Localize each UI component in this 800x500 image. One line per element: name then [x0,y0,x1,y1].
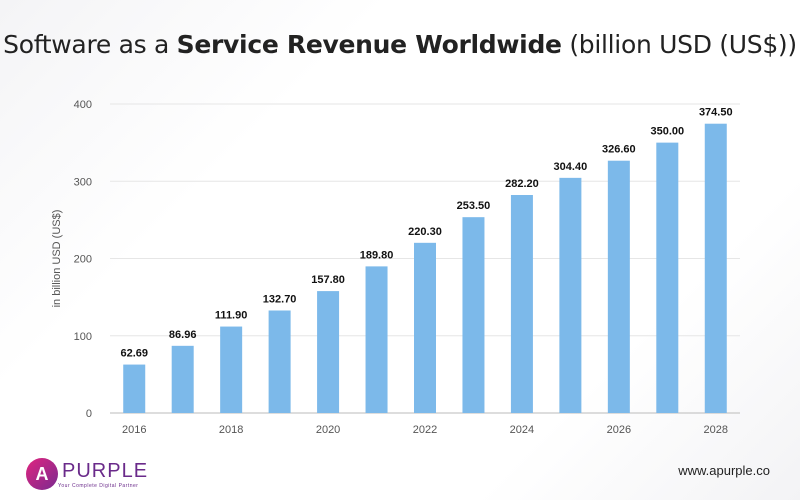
logo-tagline: Your Complete Digital Partner [58,482,139,489]
title-prefix: Software as a [3,30,177,59]
x-tick-label: 2018 [219,424,243,436]
data-label: 253.50 [457,200,491,212]
bar [510,195,533,413]
x-tick-label: 2020 [316,424,340,436]
bar [365,266,388,413]
bar [559,177,582,413]
data-label: 304.40 [554,161,588,173]
y-tick-label: 100 [74,331,92,343]
chart-title: Software as a Service Revenue Worldwide … [0,30,800,59]
data-label: 220.30 [408,226,442,238]
bar [704,123,727,413]
bar [462,217,485,413]
data-label: 132.70 [263,293,297,305]
x-tick-label: 2022 [413,424,437,436]
bar [220,326,243,413]
footer-url: www.apurple.co [678,463,770,478]
data-label: 374.50 [699,107,733,119]
bar [317,291,340,413]
data-label: 62.69 [120,348,148,360]
y-tick-label: 200 [74,254,92,266]
bar [414,242,436,413]
bar [268,310,291,413]
logo-name: PURPLE [62,459,149,482]
purple-logo: A PURPLE Your Complete Digital Partner [26,458,148,490]
data-label: 86.96 [169,329,197,341]
y-tick-label: 400 [74,99,92,111]
bar [123,364,146,413]
y-tick-label: 300 [74,176,92,188]
y-tick-label: 0 [86,408,92,420]
x-tick-label: 2026 [607,424,631,436]
logo-a-icon: A [26,458,58,490]
data-label: 326.60 [602,144,636,156]
title-bold: Service Revenue Worldwide [176,30,562,59]
bar [171,345,194,413]
x-tick-label: 2028 [704,424,728,436]
data-label: 157.80 [311,274,345,286]
x-tick-label: 2024 [510,424,534,436]
data-label: 111.90 [215,310,247,322]
title-suffix: (billion USD (US$)) [561,30,797,59]
bar [656,142,679,413]
data-label: 189.80 [360,249,394,261]
data-label: 350.00 [650,126,684,138]
y-axis-label: in billion USD (US$) [51,210,63,308]
bar [607,160,630,413]
x-tick-label: 2016 [122,424,146,436]
data-label: 282.20 [505,178,539,190]
